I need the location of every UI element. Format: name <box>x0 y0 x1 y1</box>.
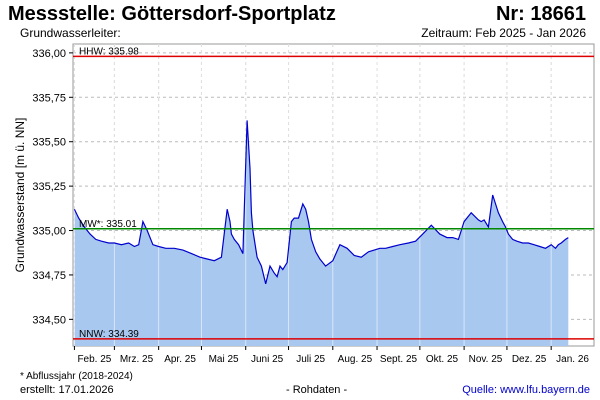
raw-data-label: - Rohdaten - <box>286 384 348 396</box>
y-tick-label: 334,75 <box>32 270 66 282</box>
y-tick-label: 336,00 <box>32 48 66 60</box>
x-tick-label: Mrz. 25 <box>120 354 154 365</box>
created-date: erstellt: 17.01.2026 <box>20 384 114 396</box>
aquifer-label: Grundwasserleiter: <box>20 26 121 40</box>
series-area <box>74 120 569 347</box>
y-tick-label: 335,00 <box>32 226 66 238</box>
y-tick-label: 335,25 <box>32 181 66 193</box>
period-label: Zeitraum: Feb 2025 - Jan 2026 <box>421 26 586 40</box>
y-tick-label: 335,75 <box>32 92 66 104</box>
x-tick-label: Nov. 25 <box>469 354 503 365</box>
source-link[interactable]: www.lfu.bayern.de <box>500 384 590 396</box>
footnote: * Abflussjahr (2018-2024) <box>20 371 133 382</box>
x-tick-label: Sept. 25 <box>380 354 418 365</box>
y-tick-label: 335,50 <box>32 137 66 149</box>
x-tick-label: Jan. 26 <box>556 354 589 365</box>
series-line <box>73 120 569 284</box>
x-tick-label: Okt. 25 <box>426 354 459 365</box>
x-tick-label: Dez. 25 <box>512 354 547 365</box>
x-tick-label: Mai 25 <box>209 354 239 365</box>
station-number: Nr: 18661 <box>495 3 586 25</box>
y-tick-label: 334,50 <box>32 314 66 326</box>
x-tick-label: Juni 25 <box>251 354 284 365</box>
x-tick-label: Feb. 25 <box>77 354 111 365</box>
x-tick-label: Aug. 25 <box>338 354 373 365</box>
x-tick-label: Apr. 25 <box>164 354 196 365</box>
reference-line-label: HHW: 335.98 <box>79 46 139 57</box>
source-line: Quelle: www.lfu.bayern.de <box>462 384 590 396</box>
y-axis-label: Grundwasserstand [m ü. NN] <box>13 118 27 273</box>
reference-line-label: MW*: 335.01 <box>79 219 137 230</box>
station-title: Messstelle: Göttersdorf-Sportplatz <box>8 3 336 25</box>
reference-line-label: NNW: 334.39 <box>79 329 139 340</box>
x-tick-label: Juli 25 <box>296 354 325 365</box>
source-prefix: Quelle: <box>462 384 501 396</box>
